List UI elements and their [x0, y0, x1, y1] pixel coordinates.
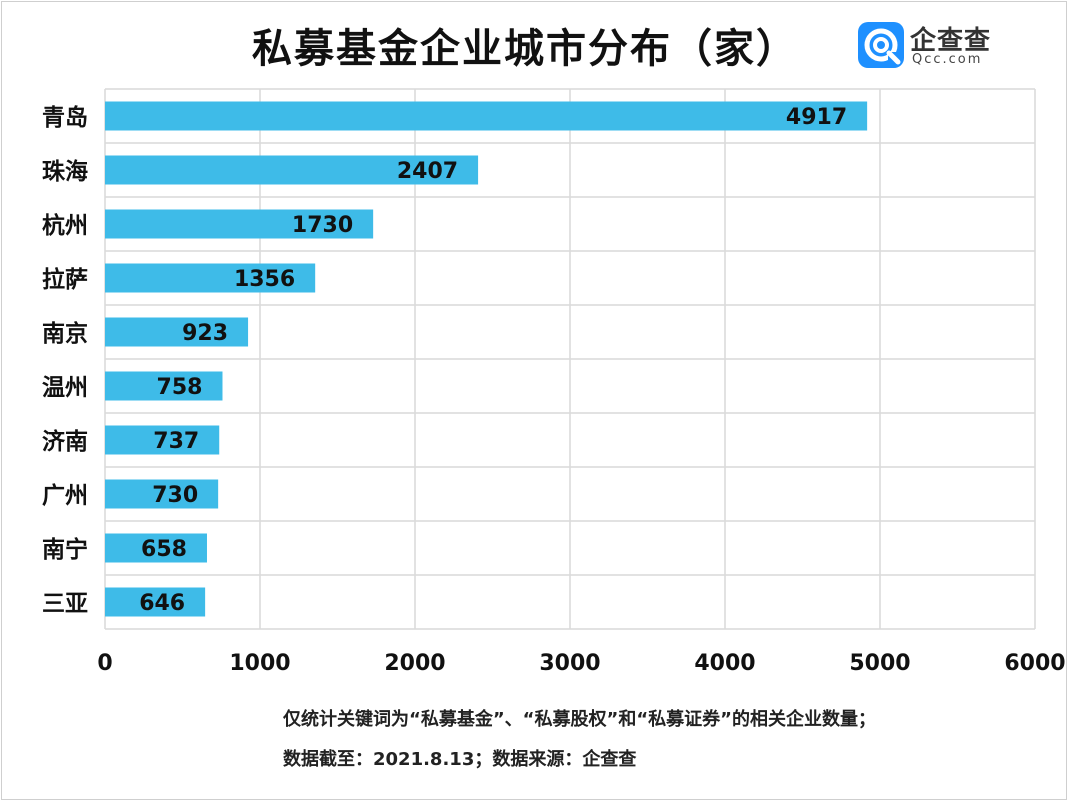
- category-label: 珠海: [42, 158, 88, 185]
- category-label: 济南: [42, 428, 88, 455]
- value-label: 646: [139, 591, 185, 616]
- bar: [105, 263, 316, 293]
- category-label: 杭州: [42, 212, 88, 239]
- brand-logo: 企查查 Qcc.com: [858, 22, 998, 72]
- bar: [105, 101, 868, 131]
- bar: [105, 371, 223, 401]
- bar: [105, 479, 219, 509]
- logo-domain: Qcc.com: [912, 52, 983, 67]
- category-label: 南京: [42, 320, 88, 347]
- bar: [105, 209, 374, 239]
- category-label: 拉萨: [42, 266, 88, 293]
- x-tick-label: 6000: [1004, 651, 1065, 676]
- chart-title: 私募基金企业城市分布（家）: [252, 26, 798, 72]
- category-label: 广州: [42, 482, 88, 509]
- value-label: 658: [141, 537, 187, 562]
- value-label: 730: [152, 483, 198, 508]
- category-label: 三亚: [42, 591, 88, 617]
- x-tick-label: 2000: [384, 651, 445, 676]
- category-label: 青岛: [42, 104, 88, 131]
- x-tick-label: 5000: [849, 651, 910, 676]
- bar: [105, 425, 220, 455]
- category-label: 温州: [42, 375, 88, 401]
- qcc-logo-icon: [858, 22, 904, 68]
- value-label: 923: [182, 321, 228, 346]
- bar-chart: 青岛 4917 珠海 2407 杭州 1730 拉萨 1356 南京 923 温州 758 济南 737 广…: [42, 88, 1066, 676]
- bar: [105, 533, 207, 563]
- x-tick-label: 4000: [694, 651, 755, 676]
- bar: [105, 317, 249, 347]
- category-label: 南宁: [42, 536, 88, 563]
- bar: [105, 587, 206, 617]
- footnote-scope: 仅统计关键词为“私募基金”、“私募股权”和“私募证券”的相关企业数量；: [283, 709, 876, 730]
- bar: [105, 155, 479, 185]
- x-tick-label: 3000: [539, 651, 600, 676]
- value-label: 4917: [786, 105, 847, 130]
- x-tick-label: 0: [97, 651, 112, 676]
- logo-name: 企查查: [910, 26, 992, 56]
- value-label: 2407: [397, 159, 458, 184]
- value-label: 758: [157, 375, 203, 400]
- value-label: 1730: [292, 213, 353, 238]
- value-label: 1356: [234, 267, 295, 292]
- x-tick-label: 1000: [229, 651, 290, 676]
- value-label: 737: [153, 429, 199, 454]
- footnote-source: 数据截至：2021.8.13；数据来源：企查查: [283, 749, 637, 770]
